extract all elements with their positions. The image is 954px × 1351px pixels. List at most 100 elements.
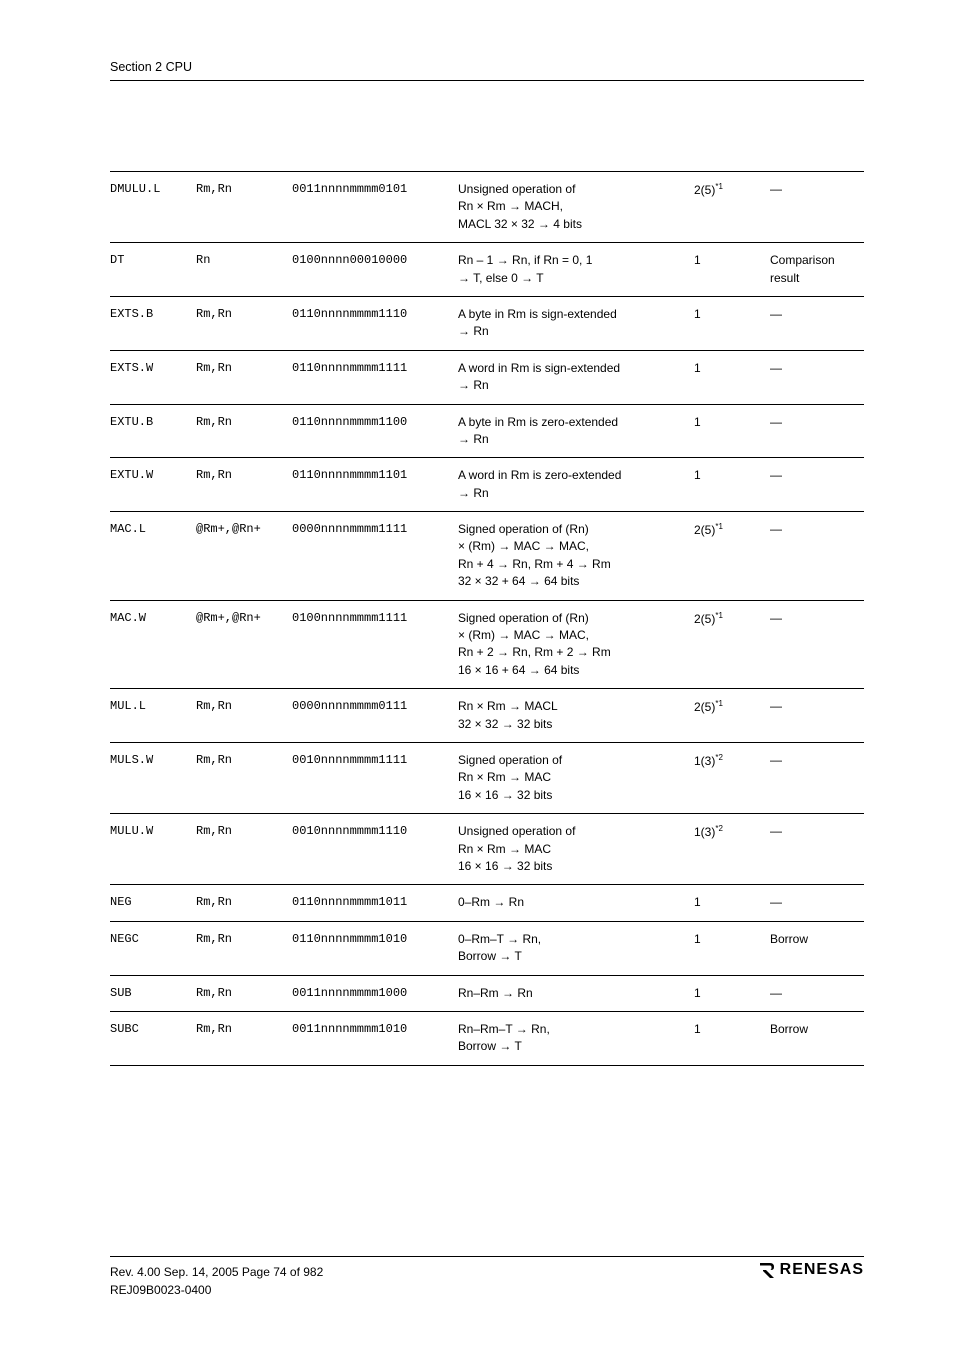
tbit-cell: — bbox=[770, 172, 864, 243]
cycles-cell: 1(3)*2 bbox=[694, 814, 770, 885]
operands-cell: @Rm+,@Rn+ bbox=[196, 600, 292, 689]
table-row: DTRn0100nnnn00010000Rn – 1 → Rn, if Rn =… bbox=[110, 243, 864, 297]
tbit-cell: — bbox=[770, 600, 864, 689]
description-cell: Rn × Rm → MACL32 × 32 → 32 bits bbox=[458, 689, 694, 743]
opcode-cell: 0100nnnn00010000 bbox=[292, 243, 458, 297]
mnemonic-cell: MAC.L bbox=[110, 512, 196, 601]
opcode-cell: 0011nnnnmmmm0101 bbox=[292, 172, 458, 243]
cycles-cell: 2(5)*1 bbox=[694, 172, 770, 243]
opcode-cell: 0110nnnnmmmm1101 bbox=[292, 458, 458, 512]
operands-cell: Rn bbox=[196, 243, 292, 297]
mnemonic-cell: NEG bbox=[110, 885, 196, 921]
operands-cell: Rm,Rn bbox=[196, 885, 292, 921]
opcode-cell: 0110nnnnmmmm1111 bbox=[292, 350, 458, 404]
table-row: NEGCRm,Rn0110nnnnmmmm10100–Rm–T → Rn,Bor… bbox=[110, 921, 864, 975]
table-row: DMULU.LRm,Rn0011nnnnmmmm0101Unsigned ope… bbox=[110, 172, 864, 243]
mnemonic-cell: MULS.W bbox=[110, 742, 196, 813]
description-cell: A word in Rm is sign-extended→ Rn bbox=[458, 350, 694, 404]
cycles-cell: 1 bbox=[694, 350, 770, 404]
tbit-cell: — bbox=[770, 814, 864, 885]
operands-cell: Rm,Rn bbox=[196, 350, 292, 404]
operands-cell: Rm,Rn bbox=[196, 921, 292, 975]
table-row: MUL.LRm,Rn0000nnnnmmmm0111Rn × Rm → MACL… bbox=[110, 689, 864, 743]
description-cell: Unsigned operation ofRn × Rm → MACH,MACL… bbox=[458, 172, 694, 243]
cycles-cell: 1(3)*2 bbox=[694, 742, 770, 813]
description-cell: Unsigned operation ofRn × Rm → MAC16 × 1… bbox=[458, 814, 694, 885]
operands-cell: Rm,Rn bbox=[196, 975, 292, 1011]
cycles-cell: 1 bbox=[694, 885, 770, 921]
mnemonic-cell: NEGC bbox=[110, 921, 196, 975]
table-row: EXTU.WRm,Rn0110nnnnmmmm1101A word in Rm … bbox=[110, 458, 864, 512]
renesas-logo: RENESAS bbox=[758, 1261, 864, 1279]
description-cell: A word in Rm is zero-extended→ Rn bbox=[458, 458, 694, 512]
opcode-cell: 0011nnnnmmmm1010 bbox=[292, 1011, 458, 1065]
table-row: MULS.WRm,Rn0010nnnnmmmm1111Signed operat… bbox=[110, 742, 864, 813]
table-row: SUBRm,Rn0011nnnnmmmm1000Rn–Rm → Rn1— bbox=[110, 975, 864, 1011]
table-row: NEGRm,Rn0110nnnnmmmm10110–Rm → Rn1— bbox=[110, 885, 864, 921]
cycles-cell: 1 bbox=[694, 458, 770, 512]
section-header: Section 2 CPU bbox=[110, 60, 864, 81]
mnemonic-cell: EXTS.B bbox=[110, 296, 196, 350]
operands-cell: Rm,Rn bbox=[196, 689, 292, 743]
page-footer: Rev. 4.00 Sep. 14, 2005 Page 74 of 982 R… bbox=[110, 1256, 864, 1299]
operands-cell: Rm,Rn bbox=[196, 458, 292, 512]
cycles-cell: 1 bbox=[694, 975, 770, 1011]
table-row: SUBCRm,Rn0011nnnnmmmm1010Rn–Rm–T → Rn,Bo… bbox=[110, 1011, 864, 1065]
table-row: EXTU.BRm,Rn0110nnnnmmmm1100A byte in Rm … bbox=[110, 404, 864, 458]
cycles-cell: 1 bbox=[694, 243, 770, 297]
mnemonic-cell: MULU.W bbox=[110, 814, 196, 885]
cycles-cell: 2(5)*1 bbox=[694, 689, 770, 743]
tbit-cell: Borrow bbox=[770, 1011, 864, 1065]
description-cell: A byte in Rm is sign-extended→ Rn bbox=[458, 296, 694, 350]
opcode-cell: 0000nnnnmmmm0111 bbox=[292, 689, 458, 743]
operands-cell: Rm,Rn bbox=[196, 296, 292, 350]
operands-cell: @Rm+,@Rn+ bbox=[196, 512, 292, 601]
opcode-cell: 0110nnnnmmmm1110 bbox=[292, 296, 458, 350]
tbit-cell: — bbox=[770, 296, 864, 350]
cycles-cell: 2(5)*1 bbox=[694, 600, 770, 689]
operands-cell: Rm,Rn bbox=[196, 172, 292, 243]
table-row: MULU.WRm,Rn0010nnnnmmmm1110Unsigned oper… bbox=[110, 814, 864, 885]
operands-cell: Rm,Rn bbox=[196, 814, 292, 885]
rev-line: Rev. 4.00 Sep. 14, 2005 Page 74 of 982 bbox=[110, 1263, 323, 1281]
opcode-cell: 0100nnnnmmmm1111 bbox=[292, 600, 458, 689]
description-cell: Rn–Rm → Rn bbox=[458, 975, 694, 1011]
operands-cell: Rm,Rn bbox=[196, 742, 292, 813]
tbit-cell: — bbox=[770, 458, 864, 512]
table-row: EXTS.BRm,Rn0110nnnnmmmm1110A byte in Rm … bbox=[110, 296, 864, 350]
opcode-cell: 0110nnnnmmmm1100 bbox=[292, 404, 458, 458]
mnemonic-cell: MUL.L bbox=[110, 689, 196, 743]
description-cell: Rn – 1 → Rn, if Rn = 0, 1→ T, else 0 → T bbox=[458, 243, 694, 297]
opcode-cell: 0010nnnnmmmm1111 bbox=[292, 742, 458, 813]
tbit-cell: — bbox=[770, 975, 864, 1011]
opcode-cell: 0000nnnnmmmm1111 bbox=[292, 512, 458, 601]
opcode-cell: 0010nnnnmmmm1110 bbox=[292, 814, 458, 885]
tbit-cell: — bbox=[770, 350, 864, 404]
mnemonic-cell: EXTS.W bbox=[110, 350, 196, 404]
doc-id: REJ09B0023-0400 bbox=[110, 1281, 323, 1299]
opcode-cell: 0011nnnnmmmm1000 bbox=[292, 975, 458, 1011]
operands-cell: Rm,Rn bbox=[196, 1011, 292, 1065]
mnemonic-cell: EXTU.B bbox=[110, 404, 196, 458]
mnemonic-cell: DT bbox=[110, 243, 196, 297]
table-row: EXTS.WRm,Rn0110nnnnmmmm1111A word in Rm … bbox=[110, 350, 864, 404]
table-row: MAC.L@Rm+,@Rn+0000nnnnmmmm1111Signed ope… bbox=[110, 512, 864, 601]
mnemonic-cell: DMULU.L bbox=[110, 172, 196, 243]
cycles-cell: 1 bbox=[694, 921, 770, 975]
cycles-cell: 1 bbox=[694, 404, 770, 458]
tbit-cell: — bbox=[770, 885, 864, 921]
tbit-cell: — bbox=[770, 512, 864, 601]
table-row: MAC.W@Rm+,@Rn+0100nnnnmmmm1111Signed ope… bbox=[110, 600, 864, 689]
cycles-cell: 1 bbox=[694, 296, 770, 350]
description-cell: A byte in Rm is zero-extended→ Rn bbox=[458, 404, 694, 458]
cycles-cell: 1 bbox=[694, 1011, 770, 1065]
mnemonic-cell: SUB bbox=[110, 975, 196, 1011]
description-cell: Signed operation ofRn × Rm → MAC16 × 16 … bbox=[458, 742, 694, 813]
tbit-cell: — bbox=[770, 742, 864, 813]
instruction-table: DMULU.LRm,Rn0011nnnnmmmm0101Unsigned ope… bbox=[110, 171, 864, 1066]
description-cell: Rn–Rm–T → Rn,Borrow → T bbox=[458, 1011, 694, 1065]
mnemonic-cell: MAC.W bbox=[110, 600, 196, 689]
description-cell: Signed operation of (Rn)× (Rm) → MAC → M… bbox=[458, 512, 694, 601]
mnemonic-cell: EXTU.W bbox=[110, 458, 196, 512]
tbit-cell: — bbox=[770, 689, 864, 743]
